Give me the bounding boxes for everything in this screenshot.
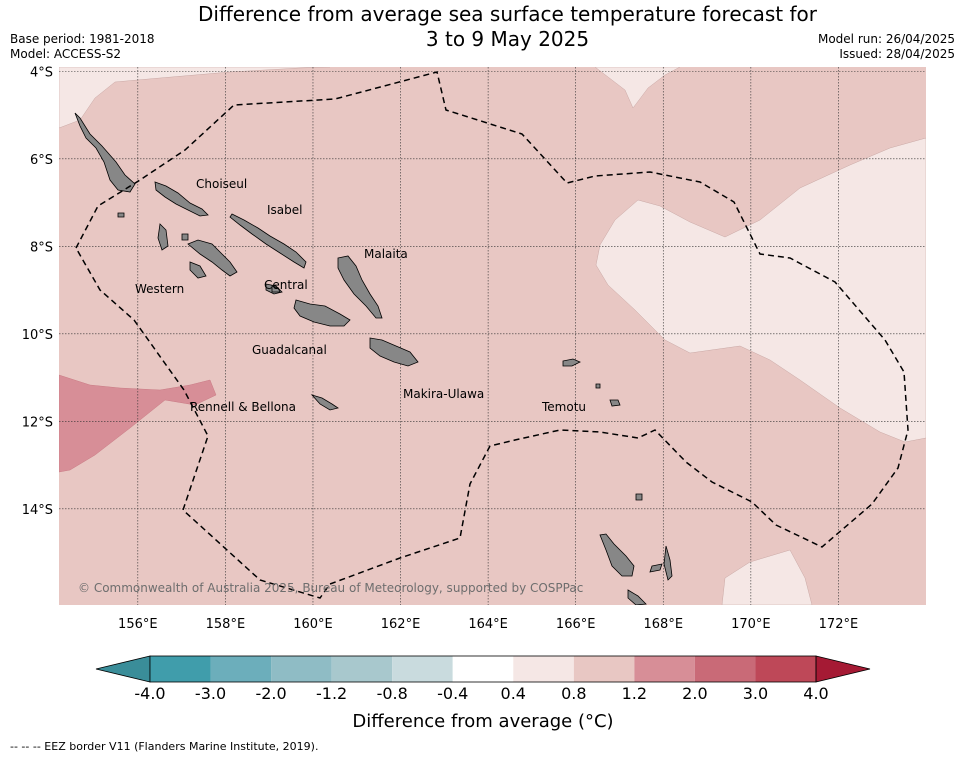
colorbar-tick-label: 4.0 xyxy=(803,684,828,703)
island-espiritu-santo xyxy=(599,533,635,577)
island-new-georgia xyxy=(187,239,238,277)
title-line-1: Difference from average sea surface temp… xyxy=(197,2,817,26)
island-western-north xyxy=(74,112,136,193)
sst-anomaly-map: Choiseul Isabel Malaita Western Central … xyxy=(22,65,926,732)
eez-border xyxy=(75,71,909,599)
colorbar-tick-labels: -4.0 -3.0 -2.0 -1.2 -0.8 -0.4 0.4 0.8 1.2 2.0 3.0 4… xyxy=(134,684,828,703)
colorbar-segment xyxy=(755,656,816,682)
colorbar-segment xyxy=(392,656,453,682)
island-vella xyxy=(157,223,169,251)
colorbar-tick-label: 2.0 xyxy=(682,684,707,703)
province-labels: Choiseul Isabel Malaita Western Central … xyxy=(135,177,586,414)
lat-tick-label: 12°S xyxy=(22,415,53,430)
label-makira-ulawa: Makira-Ulawa xyxy=(403,387,484,401)
island-malaita xyxy=(337,255,383,319)
colorbar-high-extend xyxy=(815,655,871,683)
colorbar-segment xyxy=(513,656,574,682)
colorbar-tick-label: 0.4 xyxy=(501,684,526,703)
label-rennell-bellona: Rennell & Bellona xyxy=(190,400,296,414)
label-western: Western xyxy=(135,282,184,296)
label-guadalcanal: Guadalcanal xyxy=(252,343,327,357)
colorbar-low-extend xyxy=(95,655,151,683)
anomaly-region-04-08-north xyxy=(59,67,331,129)
model-name: Model: ACCESS-S2 xyxy=(10,47,122,61)
copyright-notice: © Commonwealth of Australia 2025, Bureau… xyxy=(78,581,583,595)
island-nendo xyxy=(562,358,581,367)
colorbar-tick-label: 0.8 xyxy=(561,684,586,703)
islands xyxy=(74,112,673,605)
island-small-4 xyxy=(181,233,189,241)
colorbar-segment xyxy=(573,656,635,682)
island-small-1 xyxy=(635,493,643,501)
title-line-2: 3 to 9 May 2025 xyxy=(425,27,590,51)
lon-tick-label: 160°E xyxy=(293,617,333,632)
lon-tick-label: 166°E xyxy=(556,617,596,632)
colorbar-label: Difference from average (°C) xyxy=(352,711,613,732)
island-isabel xyxy=(229,213,307,269)
colorbar-tick-label: -4.0 xyxy=(134,684,165,703)
colorbar-tick-label: -1.2 xyxy=(316,684,347,703)
model-run: Model run: 26/04/2025 xyxy=(817,32,955,46)
island-small-5 xyxy=(271,285,281,293)
island-maewo xyxy=(663,545,673,581)
lon-tick-label: 168°E xyxy=(644,617,684,632)
map-title: Difference from average sea surface temp… xyxy=(0,2,965,52)
lon-tick-label: 156°E xyxy=(118,617,158,632)
anomaly-fields xyxy=(59,67,926,605)
colorbar-tick-label: -2.0 xyxy=(255,684,286,703)
lon-tick-label: 164°E xyxy=(468,617,508,632)
colorbar-segment xyxy=(634,656,695,682)
lon-tick-label: 170°E xyxy=(731,617,771,632)
label-malaita: Malaita xyxy=(364,247,408,261)
lon-tick-label: 162°E xyxy=(381,617,421,632)
colorbar-tick-label: 1.2 xyxy=(622,684,647,703)
island-rennell xyxy=(310,394,339,411)
island-vanua-lava xyxy=(609,399,621,407)
anomaly-region-04-08-north-east xyxy=(594,67,681,109)
eez-legend-note: -- -- -- EEZ border V11 (Flanders Marine… xyxy=(10,740,319,753)
colorbar-tick-label: 3.0 xyxy=(743,684,768,703)
label-choiseul: Choiseul xyxy=(196,177,247,191)
colorbar-segment xyxy=(694,656,756,682)
meta-left: Base period: 1981-2018 Model: ACCESS-S2 xyxy=(10,32,155,62)
lat-tick-label: 6°S xyxy=(30,153,53,168)
colorbar-tick-label: -0.8 xyxy=(377,684,408,703)
label-temotu: Temotu xyxy=(541,400,586,414)
island-makira xyxy=(369,337,419,367)
island-malakula xyxy=(627,589,647,605)
anomaly-region-04-08-east xyxy=(595,137,926,443)
lat-tick-label: 10°S xyxy=(22,328,53,343)
label-isabel: Isabel xyxy=(267,203,302,217)
colorbar-segment xyxy=(271,656,332,682)
island-choiseul xyxy=(154,181,209,217)
lat-tick-label: 4°S xyxy=(30,65,53,80)
colorbar-segment xyxy=(210,656,272,682)
island-small-3 xyxy=(117,212,125,218)
longitude-tick-labels: 156°E 158°E 160°E 162°E 164°E 166°E 168°E 170°E… xyxy=(118,617,858,632)
label-central: Central xyxy=(264,278,308,292)
colorbar-tick-label: -0.4 xyxy=(437,684,468,703)
lon-tick-label: 158°E xyxy=(206,617,246,632)
island-guadalcanal xyxy=(293,299,351,327)
colorbar-tick-label: -3.0 xyxy=(195,684,226,703)
colorbar-segment xyxy=(452,656,514,682)
island-small-2 xyxy=(595,383,601,389)
lat-tick-label: 8°S xyxy=(30,240,53,255)
lon-tick-label: 172°E xyxy=(819,617,859,632)
anomaly-region-12-20 xyxy=(59,374,217,473)
island-ambae xyxy=(649,563,663,573)
issued-date: Issued: 28/04/2025 xyxy=(839,47,955,61)
colorbar-segment xyxy=(331,656,393,682)
island-rendova xyxy=(189,261,207,279)
anomaly-region-04-08-south-east xyxy=(721,549,813,605)
lat-tick-label: 14°S xyxy=(22,503,53,518)
latitude-tick-labels: 4°S 6°S 8°S 10°S 12°S 14°S xyxy=(22,65,53,517)
base-period: Base period: 1981-2018 xyxy=(10,32,155,46)
meta-right: Model run: 26/04/2025 Issued: 28/04/2025 xyxy=(818,32,955,62)
colorbar xyxy=(95,655,871,683)
colorbar-frame xyxy=(149,655,817,683)
colorbar-segment xyxy=(150,656,211,682)
eez-border-line xyxy=(75,71,909,599)
